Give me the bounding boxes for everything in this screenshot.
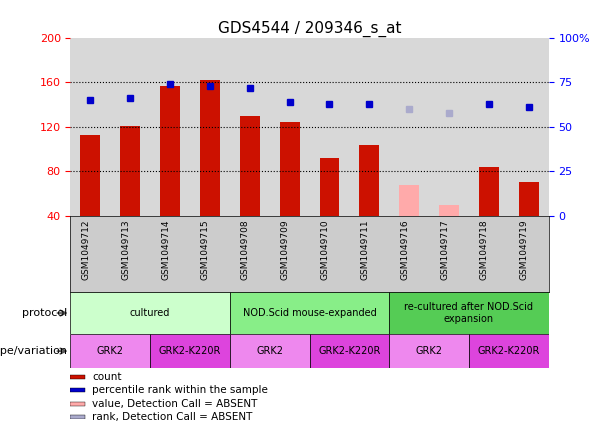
Bar: [70, 375, 85, 379]
Text: GRK2-K220R: GRK2-K220R: [318, 346, 381, 356]
Bar: [389, 334, 469, 368]
Bar: [240, 116, 260, 216]
Text: cultured: cultured: [130, 308, 170, 318]
Bar: [70, 415, 85, 419]
Bar: [80, 135, 101, 216]
Text: GSM1049712: GSM1049712: [82, 220, 91, 280]
Bar: [519, 182, 539, 216]
Text: count: count: [92, 372, 121, 382]
Bar: [439, 205, 459, 216]
Bar: [389, 292, 549, 334]
Bar: [280, 123, 300, 216]
Text: GRK2-K220R: GRK2-K220R: [478, 346, 540, 356]
Bar: [469, 334, 549, 368]
Text: re-cultured after NOD.Scid
expansion: re-cultured after NOD.Scid expansion: [405, 302, 533, 324]
Text: GSM1049717: GSM1049717: [440, 220, 449, 280]
Bar: [230, 292, 389, 334]
Text: GRK2: GRK2: [416, 346, 443, 356]
Text: GSM1049709: GSM1049709: [281, 220, 289, 280]
Bar: [310, 334, 389, 368]
Text: GSM1049714: GSM1049714: [161, 220, 170, 280]
Bar: [160, 86, 180, 216]
Text: genotype/variation: genotype/variation: [0, 346, 67, 356]
Bar: [319, 158, 340, 216]
Bar: [359, 145, 379, 216]
Title: GDS4544 / 209346_s_at: GDS4544 / 209346_s_at: [218, 20, 402, 37]
Text: protocol: protocol: [22, 308, 67, 318]
Text: GSM1049718: GSM1049718: [480, 220, 489, 280]
Text: GSM1049716: GSM1049716: [400, 220, 409, 280]
Bar: [200, 80, 220, 216]
Bar: [70, 388, 85, 393]
Text: GSM1049708: GSM1049708: [241, 220, 250, 280]
Bar: [479, 167, 499, 216]
Text: rank, Detection Call = ABSENT: rank, Detection Call = ABSENT: [92, 412, 253, 422]
Text: GSM1049713: GSM1049713: [121, 220, 130, 280]
Text: GRK2: GRK2: [97, 346, 124, 356]
Text: GSM1049719: GSM1049719: [520, 220, 528, 280]
Bar: [70, 334, 150, 368]
Bar: [70, 401, 85, 406]
Bar: [120, 126, 140, 216]
Text: GSM1049711: GSM1049711: [360, 220, 369, 280]
Bar: [230, 334, 310, 368]
Text: GRK2: GRK2: [256, 346, 283, 356]
Bar: [399, 184, 419, 216]
Text: GRK2-K220R: GRK2-K220R: [159, 346, 221, 356]
Text: value, Detection Call = ABSENT: value, Detection Call = ABSENT: [92, 398, 257, 409]
Text: percentile rank within the sample: percentile rank within the sample: [92, 385, 268, 396]
Text: NOD.Scid mouse-expanded: NOD.Scid mouse-expanded: [243, 308, 376, 318]
Bar: [70, 292, 230, 334]
Text: GSM1049715: GSM1049715: [201, 220, 210, 280]
Bar: [150, 334, 230, 368]
Text: GSM1049710: GSM1049710: [321, 220, 330, 280]
